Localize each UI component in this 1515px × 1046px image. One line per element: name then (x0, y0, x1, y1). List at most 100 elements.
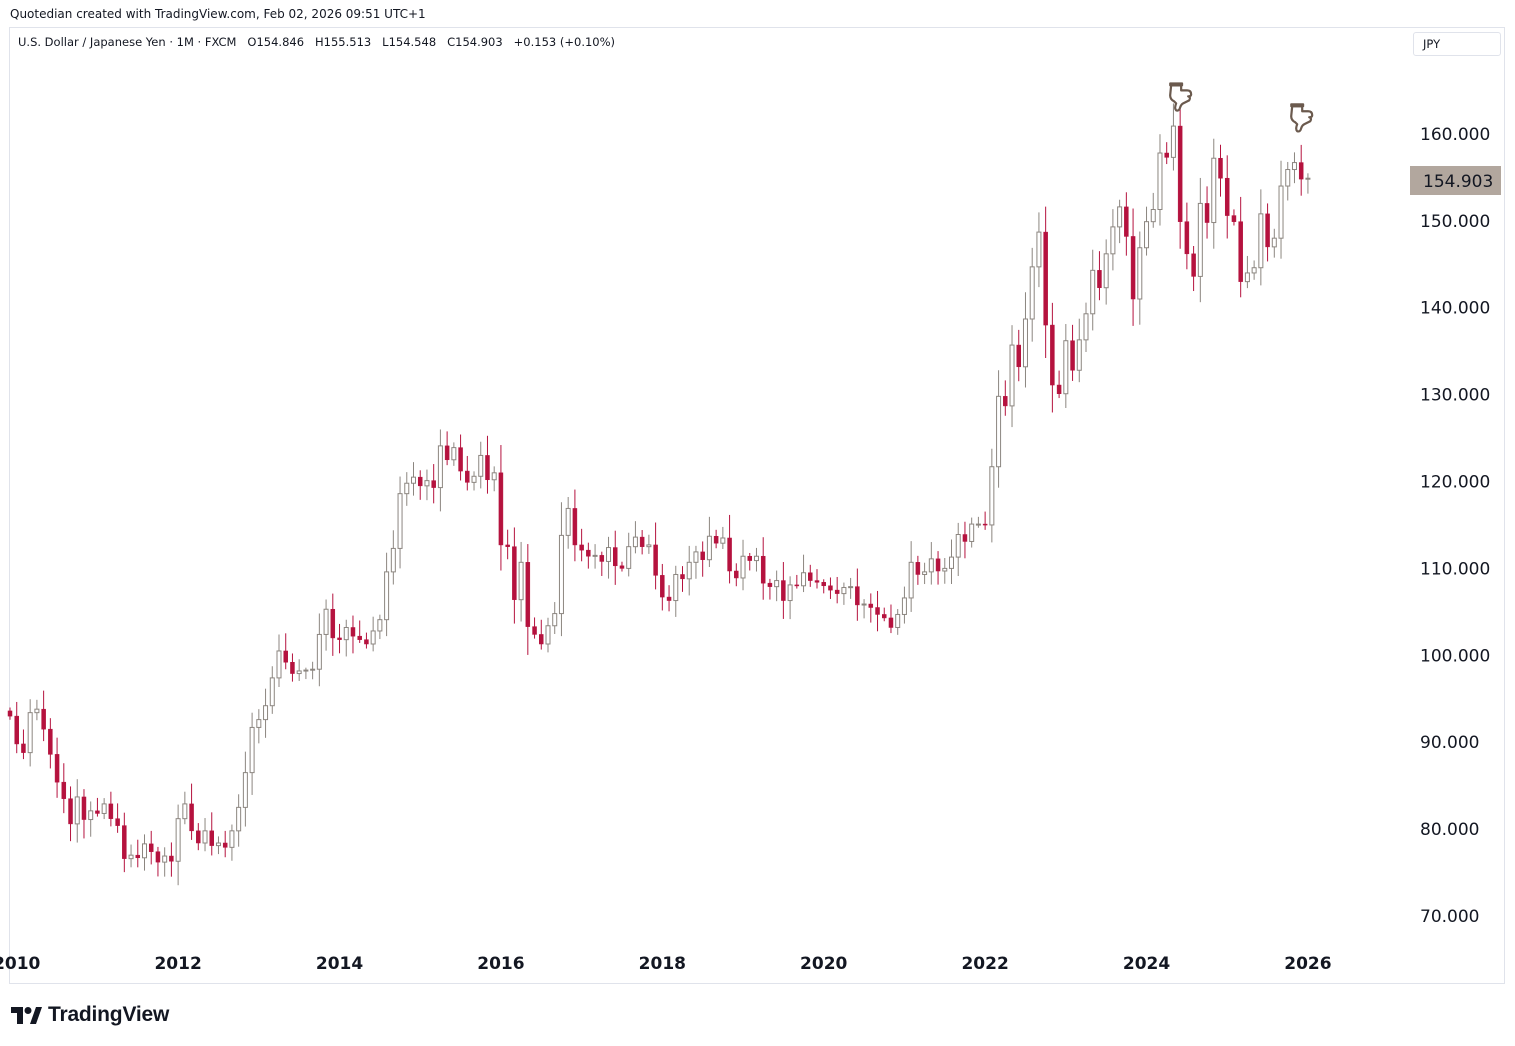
candle[interactable] (343, 619, 349, 657)
candle[interactable] (996, 370, 1002, 488)
candle[interactable] (135, 839, 141, 868)
candle[interactable] (1110, 209, 1116, 271)
candle[interactable] (1009, 325, 1015, 428)
candle[interactable] (323, 599, 329, 651)
chart-frame[interactable] (9, 27, 1505, 984)
price-axis[interactable]: 160.000 150.000 140.000 130.000 120.000 110.0… (1420, 125, 1490, 927)
candle[interactable] (1251, 260, 1257, 280)
candle[interactable] (774, 570, 780, 602)
candle[interactable] (512, 527, 517, 624)
candle[interactable] (706, 516, 712, 568)
candle[interactable] (767, 578, 773, 600)
candle[interactable] (673, 565, 679, 617)
candle[interactable] (1029, 247, 1035, 342)
candle[interactable] (148, 830, 154, 865)
candle[interactable] (1244, 255, 1250, 289)
candle[interactable] (626, 532, 632, 577)
candle[interactable] (458, 434, 463, 481)
candle[interactable] (1184, 202, 1190, 270)
candle[interactable] (821, 579, 826, 594)
candle[interactable] (1063, 324, 1069, 409)
candle[interactable] (781, 562, 786, 619)
candle[interactable] (1218, 144, 1223, 197)
candle[interactable] (1238, 196, 1243, 298)
candle[interactable] (162, 847, 168, 877)
candle[interactable] (242, 751, 248, 827)
candle[interactable] (572, 489, 578, 562)
candle[interactable] (155, 846, 161, 877)
candle[interactable] (868, 593, 874, 623)
candle[interactable] (81, 789, 87, 839)
candle[interactable] (935, 551, 941, 585)
candle[interactable] (451, 442, 457, 466)
candle[interactable] (613, 530, 618, 585)
candle[interactable] (949, 539, 954, 584)
candle[interactable] (48, 718, 53, 769)
candle[interactable] (1043, 206, 1048, 359)
candle[interactable] (229, 824, 235, 861)
candle[interactable] (471, 471, 477, 491)
candle[interactable] (122, 812, 127, 873)
candle[interactable] (189, 783, 194, 840)
candle[interactable] (989, 448, 995, 543)
candle[interactable] (364, 632, 369, 649)
candle[interactable] (437, 429, 443, 512)
candle[interactable] (915, 555, 921, 585)
candle[interactable] (801, 554, 807, 593)
candle[interactable] (592, 544, 598, 569)
candle[interactable] (444, 431, 450, 466)
candle[interactable] (814, 569, 820, 589)
candle[interactable] (841, 582, 847, 605)
candle[interactable] (855, 568, 860, 621)
candle[interactable] (1056, 370, 1062, 399)
candle[interactable] (196, 823, 201, 851)
candle[interactable] (88, 801, 94, 837)
candle[interactable] (357, 620, 362, 643)
candle[interactable] (269, 666, 275, 714)
candle[interactable] (895, 609, 901, 635)
candle[interactable] (1144, 206, 1150, 256)
candle[interactable] (1016, 329, 1021, 382)
candle[interactable] (922, 562, 928, 585)
candle[interactable] (74, 779, 80, 843)
candle[interactable] (303, 667, 309, 680)
candle[interactable] (565, 497, 571, 549)
candle[interactable] (700, 541, 705, 577)
candle[interactable] (169, 842, 174, 877)
candle[interactable] (720, 526, 726, 549)
candle[interactable] (545, 617, 551, 653)
candle[interactable] (350, 615, 356, 654)
candle[interactable] (928, 542, 934, 585)
candle[interactable] (263, 688, 269, 738)
candle[interactable] (975, 516, 981, 528)
candle[interactable] (882, 607, 887, 622)
candle[interactable] (539, 619, 544, 650)
candle[interactable] (1170, 103, 1176, 171)
candle[interactable] (384, 552, 390, 637)
candle[interactable] (1197, 177, 1203, 303)
candle[interactable] (666, 585, 672, 612)
pointing-down-hand-icon[interactable] (1290, 103, 1314, 133)
candle[interactable] (962, 521, 968, 559)
candle[interactable] (1130, 208, 1136, 326)
candle[interactable] (1204, 186, 1210, 239)
candle[interactable] (599, 551, 605, 576)
candle[interactable] (209, 812, 214, 856)
candle[interactable] (424, 469, 430, 501)
candle[interactable] (290, 653, 295, 682)
candle[interactable] (491, 466, 497, 492)
candle[interactable] (1022, 292, 1028, 388)
candle[interactable] (115, 803, 120, 833)
candle[interactable] (1090, 249, 1096, 331)
candle[interactable] (1150, 192, 1156, 228)
candle[interactable] (478, 441, 484, 489)
candle[interactable] (182, 791, 188, 825)
candle[interactable] (498, 445, 504, 571)
candle[interactable] (236, 794, 242, 847)
candle[interactable] (808, 564, 813, 587)
candle[interactable] (215, 836, 221, 855)
candle[interactable] (693, 545, 699, 579)
candle[interactable] (390, 530, 396, 585)
candle[interactable] (955, 522, 961, 576)
candle[interactable] (794, 574, 800, 589)
